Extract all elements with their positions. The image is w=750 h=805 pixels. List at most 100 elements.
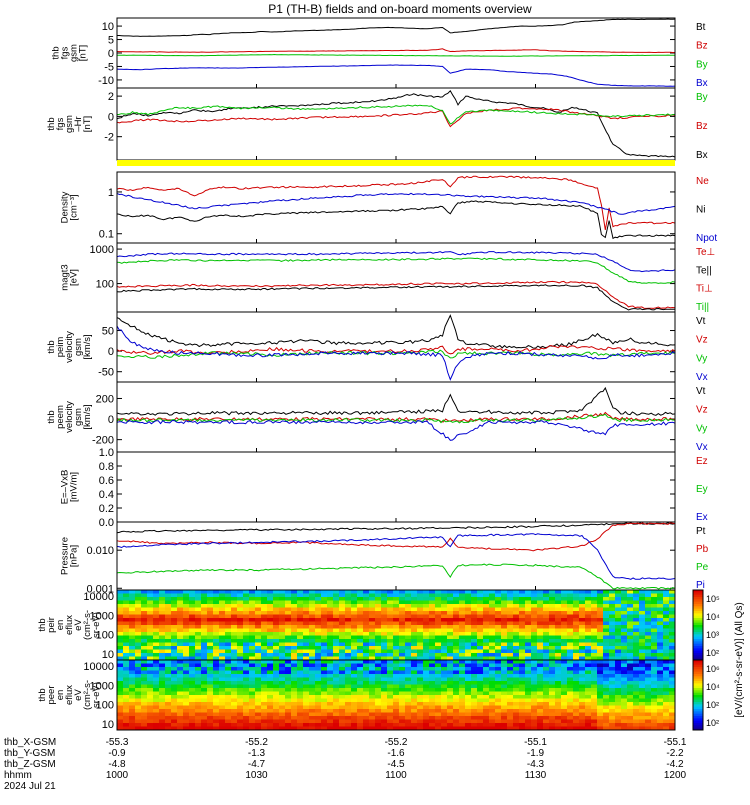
y-axis-label: [nT] — [78, 45, 89, 61]
spectrogram-cell — [609, 702, 616, 706]
spectrogram-cell — [345, 646, 352, 650]
spectrogram-cell — [165, 656, 172, 661]
spectrogram-cell — [117, 698, 124, 703]
spectrogram-cell — [381, 688, 388, 692]
spectrogram-cell — [441, 688, 448, 692]
spectrogram-cell — [513, 656, 520, 661]
spectrogram-cell — [543, 698, 550, 703]
spectrogram-cell — [465, 705, 472, 710]
spectrogram-cell — [561, 628, 568, 633]
spectrogram-cell — [303, 667, 310, 671]
spectrogram-cell — [621, 726, 628, 731]
spectrogram-cell — [453, 705, 460, 710]
spectrogram-cell — [213, 688, 220, 692]
spectrogram-cell — [543, 656, 550, 661]
spectrogram-cell — [441, 716, 448, 720]
spectrogram-cell — [261, 604, 268, 608]
spectrogram-cell — [435, 632, 442, 636]
spectrogram-cell — [231, 600, 238, 605]
spectrogram-cell — [183, 618, 190, 622]
spectrogram-cell — [567, 646, 574, 650]
spectrogram-cell — [597, 709, 604, 713]
spectrogram-cell — [471, 716, 478, 720]
spectrogram-cell — [423, 684, 430, 689]
spectrogram-cell — [315, 646, 322, 650]
spectrogram-cell — [291, 695, 298, 699]
spectrogram-cell — [117, 688, 124, 692]
y-axis-label: peir — [46, 617, 57, 633]
spectrogram-cell — [441, 625, 448, 629]
spectrogram-cell — [639, 611, 646, 615]
spectrogram-cell — [117, 653, 124, 657]
spectrogram-cell — [459, 663, 466, 668]
spectrogram-cell — [489, 604, 496, 608]
spectrogram-cell — [231, 688, 238, 692]
spectrogram-cell — [147, 723, 154, 727]
spectrogram-cell — [537, 723, 544, 727]
spectrogram-cell — [447, 625, 454, 629]
spectrogram-cell — [243, 716, 250, 720]
spectrogram-cell — [585, 698, 592, 703]
spectrogram-cell — [303, 646, 310, 650]
spectrogram-cell — [507, 621, 514, 626]
spectrogram-cell — [429, 639, 436, 643]
spectrogram-cell — [393, 670, 400, 675]
spectrogram-cell — [663, 702, 670, 706]
spectrogram-cell — [267, 719, 274, 724]
spectrogram-cell — [189, 611, 196, 615]
spectrogram-cell — [561, 677, 568, 682]
spectrogram-cell — [507, 695, 514, 699]
spectrogram-cell — [507, 677, 514, 682]
spectrogram-cell — [219, 639, 226, 643]
spectrogram-cell — [543, 646, 550, 650]
spectrogram-cell — [441, 590, 448, 594]
spectrogram-cell — [159, 709, 166, 713]
spectrogram-cell — [501, 726, 508, 731]
spectrogram-cell — [237, 716, 244, 720]
spectrogram-cell — [477, 625, 484, 629]
spectrogram-cell — [477, 593, 484, 598]
spectrogram-cell — [429, 656, 436, 661]
spectrogram-cell — [153, 632, 160, 636]
spectrogram-cell — [465, 646, 472, 650]
spectrogram-cell — [147, 590, 154, 594]
spectrogram-cell — [213, 593, 220, 598]
spectrogram-cell — [345, 635, 352, 640]
spectrogram-cell — [237, 663, 244, 668]
spectrogram-cell — [201, 667, 208, 671]
spectrogram-cell — [387, 600, 394, 605]
spectrogram-cell — [123, 597, 130, 601]
spectrogram-cell — [273, 702, 280, 706]
spectrogram-cell — [153, 614, 160, 619]
spectrogram-cell — [459, 688, 466, 692]
spectrogram-cell — [237, 642, 244, 647]
spectrogram-cell — [579, 625, 586, 629]
spectrogram-cell — [333, 607, 340, 612]
spectrogram-cell — [417, 702, 424, 706]
spectrogram-cell — [183, 607, 190, 612]
spectrogram-cell — [237, 597, 244, 601]
spectrogram-cell — [621, 656, 628, 661]
spectrogram-cell — [483, 604, 490, 608]
spectrogram-cell — [441, 684, 448, 689]
spectrogram-cell — [417, 653, 424, 657]
spectrogram-cell — [495, 597, 502, 601]
y-axis-label: sr-eV) — [91, 682, 102, 708]
spectrogram-cell — [393, 719, 400, 724]
colorbar-cell — [693, 639, 703, 642]
spectrogram-cell — [393, 698, 400, 703]
colorbar-cell — [693, 662, 703, 666]
spectrogram-cell — [501, 716, 508, 720]
colorbar-cell — [693, 641, 703, 645]
spectrogram-cell — [267, 607, 274, 612]
spectrogram-cell — [123, 614, 130, 619]
spectrogram-cell — [609, 649, 616, 654]
spectrogram-cell — [621, 660, 628, 664]
spectrogram-cell — [663, 618, 670, 622]
spectrogram-cell — [531, 726, 538, 731]
spectrogram-cell — [159, 684, 166, 689]
spectrogram-cell — [483, 628, 490, 633]
spectrogram-cell — [453, 607, 460, 612]
spectrogram-cell — [627, 674, 634, 678]
spectrogram-cell — [195, 593, 202, 598]
